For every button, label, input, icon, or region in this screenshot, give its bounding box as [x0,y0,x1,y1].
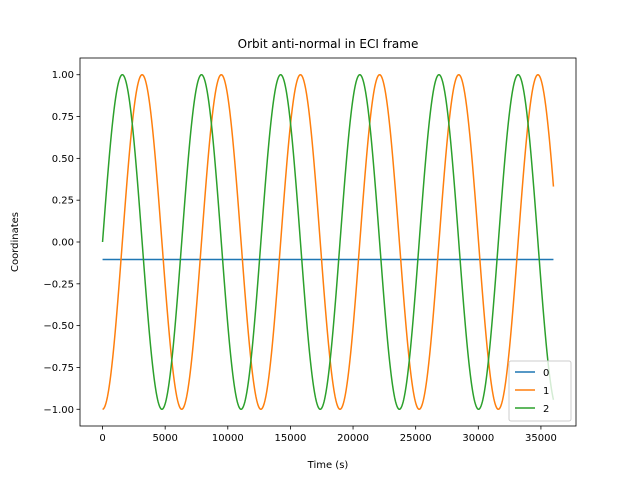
y-tick-label: 0.50 [52,154,74,165]
x-axis-label: Time (s) [307,460,349,471]
x-tick-label: 15000 [275,433,307,444]
x-tick-label: 25000 [400,433,432,444]
x-tick-label: 30000 [462,433,494,444]
y-tick-label: −1.00 [43,405,74,416]
legend-label-0: 0 [543,368,549,379]
y-tick-label: −0.75 [43,363,74,374]
series-layer [101,73,555,411]
y-tick-label: 1.00 [52,70,74,81]
x-tick-label: 35000 [525,433,557,444]
y-tick-label: 0.75 [52,112,74,123]
y-axis-label: Coordinates [10,212,21,272]
y-tick-label: −0.50 [43,321,74,332]
series-line-2 [101,74,555,410]
x-axis: 0 5000 10000 15000 20000 25000 30000 35000 [99,426,557,444]
series-line-1 [102,73,555,411]
x-tick-label: 20000 [337,433,369,444]
y-axis: 1.00 0.75 0.50 0.25 0.00 −0.25 −0.50 −0.75 −1.00 [43,70,80,416]
y-tick-label: 0.25 [52,196,74,207]
x-tick-label: 0 [99,433,105,444]
legend: 0 1 2 [508,360,572,422]
x-tick-label: 5000 [152,433,177,444]
x-tick-label: 10000 [212,433,244,444]
chart-title: Orbit anti-normal in ECI frame [238,37,419,51]
legend-label-2: 2 [543,404,549,415]
y-tick-label: 0.00 [52,238,74,249]
legend-label-1: 1 [543,386,549,397]
y-tick-label: −0.25 [43,279,74,290]
legend-box [508,360,572,422]
